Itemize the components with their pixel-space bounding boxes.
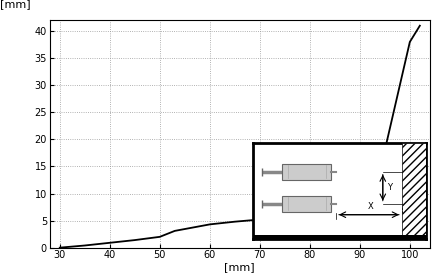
Y-axis label: [mm]: [mm] (0, 0, 31, 9)
X-axis label: [mm]: [mm] (224, 262, 255, 272)
